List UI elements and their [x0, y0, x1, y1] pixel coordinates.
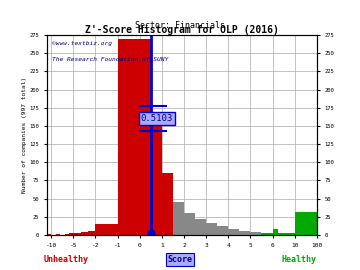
Text: 0.5103: 0.5103 — [141, 114, 173, 123]
Bar — [273, 229, 278, 235]
Text: The Research Foundation of SUNY: The Research Foundation of SUNY — [52, 57, 168, 62]
Bar — [251, 232, 261, 235]
Bar — [295, 212, 317, 235]
Bar — [64, 234, 69, 235]
Bar — [278, 233, 284, 235]
Bar — [118, 39, 140, 235]
Bar — [162, 173, 173, 235]
Text: Unhealthy: Unhealthy — [43, 255, 88, 264]
Bar — [284, 233, 289, 235]
Text: Sector: Financials: Sector: Financials — [135, 21, 225, 30]
Bar — [261, 233, 273, 235]
Bar — [195, 219, 206, 235]
Bar — [88, 231, 95, 235]
Y-axis label: Number of companies (997 total): Number of companies (997 total) — [22, 77, 27, 193]
Text: Healthy: Healthy — [282, 255, 317, 264]
Bar — [217, 226, 228, 235]
Bar — [289, 234, 295, 235]
Bar — [140, 39, 151, 235]
Bar — [95, 224, 118, 235]
Bar — [56, 234, 60, 235]
Bar — [81, 232, 88, 235]
Text: Score: Score — [167, 255, 193, 264]
Bar — [239, 231, 251, 235]
Bar — [73, 234, 81, 235]
Bar — [184, 213, 195, 235]
Bar — [47, 234, 51, 235]
Text: ©www.textbiz.org: ©www.textbiz.org — [52, 41, 112, 46]
Bar — [206, 223, 217, 235]
Bar — [69, 233, 73, 235]
Title: Z'-Score Histogram for OLP (2016): Z'-Score Histogram for OLP (2016) — [85, 25, 279, 35]
Bar — [151, 119, 162, 235]
Bar — [228, 229, 239, 235]
Bar — [173, 202, 184, 235]
